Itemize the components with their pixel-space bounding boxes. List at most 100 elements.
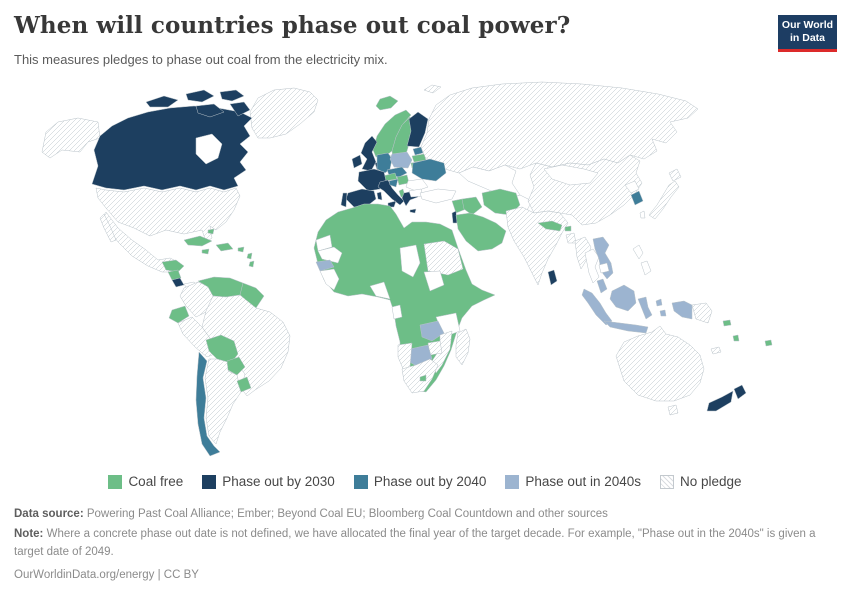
map-region-malaysia[interactable] xyxy=(596,278,608,294)
map-region-russia[interactable] xyxy=(420,81,699,174)
map-region-alaska[interactable] xyxy=(41,117,101,159)
map-region-paraguay[interactable] xyxy=(226,356,246,376)
map-region-mauritania[interactable] xyxy=(317,246,343,264)
map-region-lesotho[interactable] xyxy=(419,374,427,382)
map-region-java[interactable] xyxy=(603,320,649,334)
map-region-mongolia[interactable] xyxy=(543,164,599,186)
map-region-philippines[interactable] xyxy=(632,244,644,260)
map-region-ukraine[interactable] xyxy=(411,158,447,182)
map-region-western-sahara[interactable] xyxy=(315,234,333,252)
map-region-sulawesi[interactable] xyxy=(637,296,653,320)
map-region-finland[interactable] xyxy=(406,111,429,148)
map-region-guatemala-honduras[interactable] xyxy=(161,259,185,273)
map-region-canada-arctic[interactable] xyxy=(219,89,245,102)
map-region-fiji[interactable] xyxy=(764,339,773,347)
map-region-uk[interactable] xyxy=(360,135,378,172)
map-region-uruguay[interactable] xyxy=(236,376,252,393)
map-region-romania[interactable] xyxy=(405,178,429,192)
map-region-canada[interactable] xyxy=(91,105,253,191)
map-region-australia[interactable] xyxy=(615,325,705,402)
map-region-thailand[interactable] xyxy=(584,248,600,284)
map-region-iceland[interactable] xyxy=(375,95,399,111)
map-region-jamaica[interactable] xyxy=(201,248,210,255)
map-region-nepal[interactable] xyxy=(537,220,563,232)
map-region-canada-arctic[interactable] xyxy=(229,101,251,117)
map-region-turkey[interactable] xyxy=(419,188,457,204)
map-region-vanuatu[interactable] xyxy=(732,334,740,342)
map-region-tasmania[interactable] xyxy=(667,404,679,416)
legend-swatch-phase-out-2040 xyxy=(353,474,368,489)
map-region-south-africa[interactable] xyxy=(401,358,439,394)
map-region-bhutan[interactable] xyxy=(564,225,572,232)
map-region-arabian-peninsula[interactable] xyxy=(455,212,507,252)
map-region-svalbard[interactable] xyxy=(423,84,442,94)
data-source-label: Data source: xyxy=(14,508,84,520)
map-region-zambia[interactable] xyxy=(419,320,445,342)
map-region-canada-arctic[interactable] xyxy=(145,95,179,108)
map-region-south-sudan[interactable] xyxy=(423,270,445,292)
map-region-estonia[interactable] xyxy=(412,146,424,156)
map-region-crete[interactable] xyxy=(409,208,417,214)
map-region-senegal[interactable] xyxy=(315,259,335,272)
map-region-spain[interactable] xyxy=(345,188,377,208)
data-source-text: Powering Past Coal Alliance; Ember; Beyo… xyxy=(83,508,608,520)
map-region-costa-rica[interactable] xyxy=(171,277,185,288)
map-region-lesser-antilles[interactable] xyxy=(248,260,255,268)
map-region-croatia[interactable] xyxy=(388,178,399,188)
map-region-bangladesh[interactable] xyxy=(565,232,577,244)
map-region-hokkaido[interactable] xyxy=(668,168,682,182)
map-region-philippines[interactable] xyxy=(640,260,652,276)
legend-item-no-pledge[interactable]: No pledge xyxy=(660,474,742,489)
map-region-chad[interactable] xyxy=(399,244,421,278)
map-region-papua-new-guinea[interactable] xyxy=(691,302,713,324)
map-region-nigeria[interactable] xyxy=(369,281,391,300)
map-region-greenland[interactable] xyxy=(249,87,319,139)
map-region-poland[interactable] xyxy=(389,151,413,169)
map-region-india[interactable] xyxy=(505,206,569,286)
map-region-gabon[interactable] xyxy=(391,304,403,320)
map-region-taiwan[interactable] xyxy=(639,210,646,219)
map-region-sardinia[interactable] xyxy=(376,191,383,201)
map-region-japan[interactable] xyxy=(648,180,680,220)
map-region-borneo[interactable] xyxy=(609,284,637,312)
map-region-canada-arctic[interactable] xyxy=(195,103,225,118)
map-region-chile[interactable] xyxy=(195,351,221,457)
map-region-sudan[interactable] xyxy=(423,240,464,276)
legend-item-phase-out-2030[interactable]: Phase out by 2030 xyxy=(202,474,335,489)
legend-swatch-phase-out-2030 xyxy=(202,474,217,489)
map-region-sri-lanka[interactable] xyxy=(547,269,558,286)
map-region-lesser-antilles[interactable] xyxy=(246,252,253,260)
map-region-canada-arctic[interactable] xyxy=(185,89,215,103)
legend-item-phase-out-2040s[interactable]: Phase out in 2040s xyxy=(505,474,641,489)
map-region-bahamas[interactable] xyxy=(207,228,215,235)
map-region-mexico[interactable] xyxy=(99,213,117,243)
owid-logo: Our World in Data xyxy=(778,15,837,52)
map-region-portugal[interactable] xyxy=(340,192,348,208)
legend-item-coal-free[interactable]: Coal free xyxy=(108,474,183,489)
map-region-cuba[interactable] xyxy=(183,235,213,247)
map-region-solomon-islands[interactable] xyxy=(722,319,732,327)
map-region-new-caledonia[interactable] xyxy=(710,346,722,355)
map-region-usa[interactable] xyxy=(95,187,241,243)
map-region-hispaniola[interactable] xyxy=(215,242,234,252)
data-source-line: Data source: Powering Past Coal Alliance… xyxy=(14,506,826,523)
map-region-sumatra[interactable] xyxy=(581,288,613,326)
map-region-north-korea[interactable] xyxy=(624,180,640,194)
map-region-puerto-rico[interactable] xyxy=(237,246,245,253)
map-region-madagascar[interactable] xyxy=(455,328,471,366)
map-region-ireland[interactable] xyxy=(351,154,363,169)
map-region-iraq[interactable] xyxy=(461,196,483,216)
map-region-west-papua[interactable] xyxy=(671,300,693,320)
map-region-moluccas[interactable] xyxy=(659,309,667,317)
map-region-germany[interactable] xyxy=(376,152,393,174)
map-region-cambodia[interactable] xyxy=(598,262,610,274)
map-region-ecuador[interactable] xyxy=(168,305,190,324)
map-region-moluccas[interactable] xyxy=(655,298,663,307)
map-region-new-zealand-south[interactable] xyxy=(706,390,734,412)
legend-item-phase-out-2040[interactable]: Phase out by 2040 xyxy=(353,474,486,489)
map-region-nicaragua[interactable] xyxy=(167,269,182,281)
map-region-new-zealand-north[interactable] xyxy=(733,384,747,400)
map-region-guinea[interactable] xyxy=(319,268,340,291)
attribution-line[interactable]: OurWorldinData.org/energy | CC BY xyxy=(14,568,199,581)
map-region-south-korea[interactable] xyxy=(630,190,644,206)
